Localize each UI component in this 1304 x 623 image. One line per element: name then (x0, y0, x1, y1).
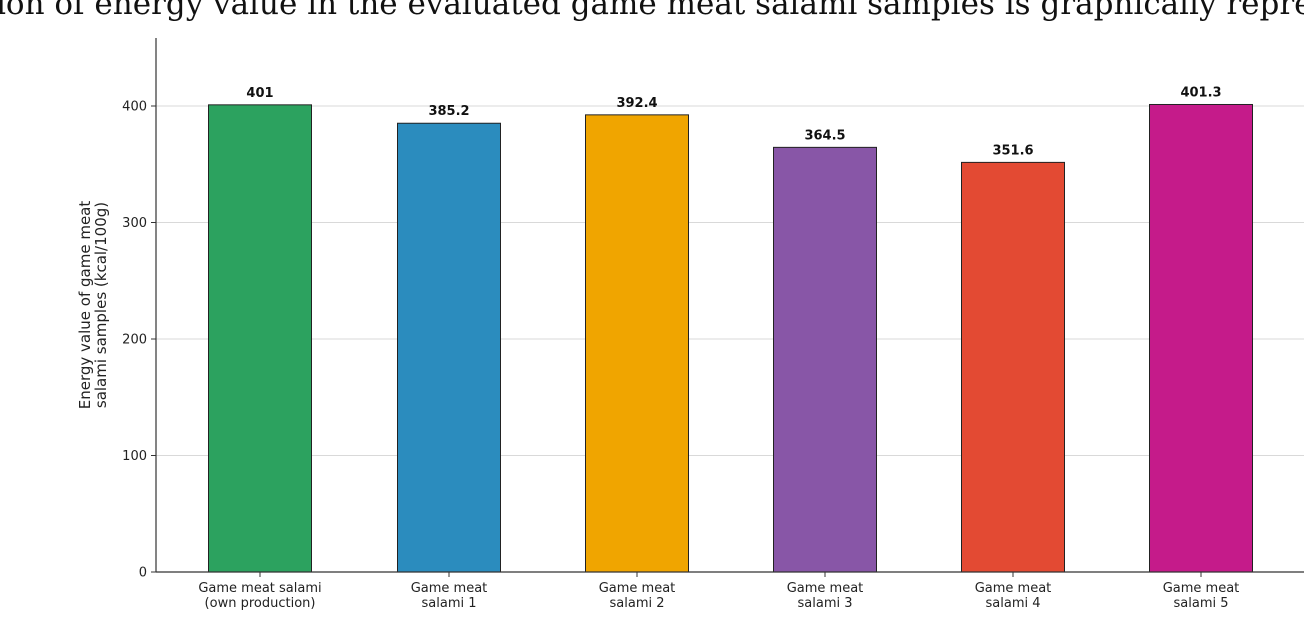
labels: 0 100 200 300 400 401 Game meat salami (own pro… (76, 85, 1239, 611)
data-label-6: 401.3 (1180, 85, 1221, 100)
bar-6 (1149, 103, 1253, 573)
bar-5 (961, 161, 1065, 573)
data-label-4: 364.5 (804, 128, 845, 143)
document-text-line: ion of energy value in the evaluated gam… (0, 0, 1304, 22)
bar-2 (397, 122, 501, 573)
axes (151, 38, 1304, 577)
data-label-1: 401 (246, 86, 273, 101)
y-tick-label: 100 (122, 449, 147, 464)
data-label-3: 392.4 (616, 96, 657, 111)
x-tick-label-4: Game meat salami 3 (787, 581, 864, 611)
bar-1 (208, 104, 312, 573)
data-label-5: 351.6 (992, 143, 1033, 158)
data-label-2: 385.2 (428, 104, 469, 119)
x-tick-label-5: Game meat salami 4 (975, 581, 1052, 611)
x-tick-label-1: Game meat salami (own production) (198, 581, 321, 611)
y-tick-label: 400 (122, 100, 147, 115)
y-tick-label: 300 (122, 216, 147, 231)
bar-4 (773, 146, 877, 573)
y-tick-label: 0 (139, 566, 147, 581)
x-tick-label-3: Game meat salami 2 (599, 581, 676, 611)
x-tick-label-6: Game meat salami 5 (1163, 581, 1240, 611)
y-axis-title: Energy value of game meatsalami samples … (76, 201, 110, 410)
bars (208, 103, 1253, 573)
x-tick-label-2: Game meat salami 1 (411, 581, 488, 611)
y-tick-label: 200 (122, 333, 147, 348)
gridlines (156, 105, 1304, 456)
bar-3 (585, 114, 689, 573)
